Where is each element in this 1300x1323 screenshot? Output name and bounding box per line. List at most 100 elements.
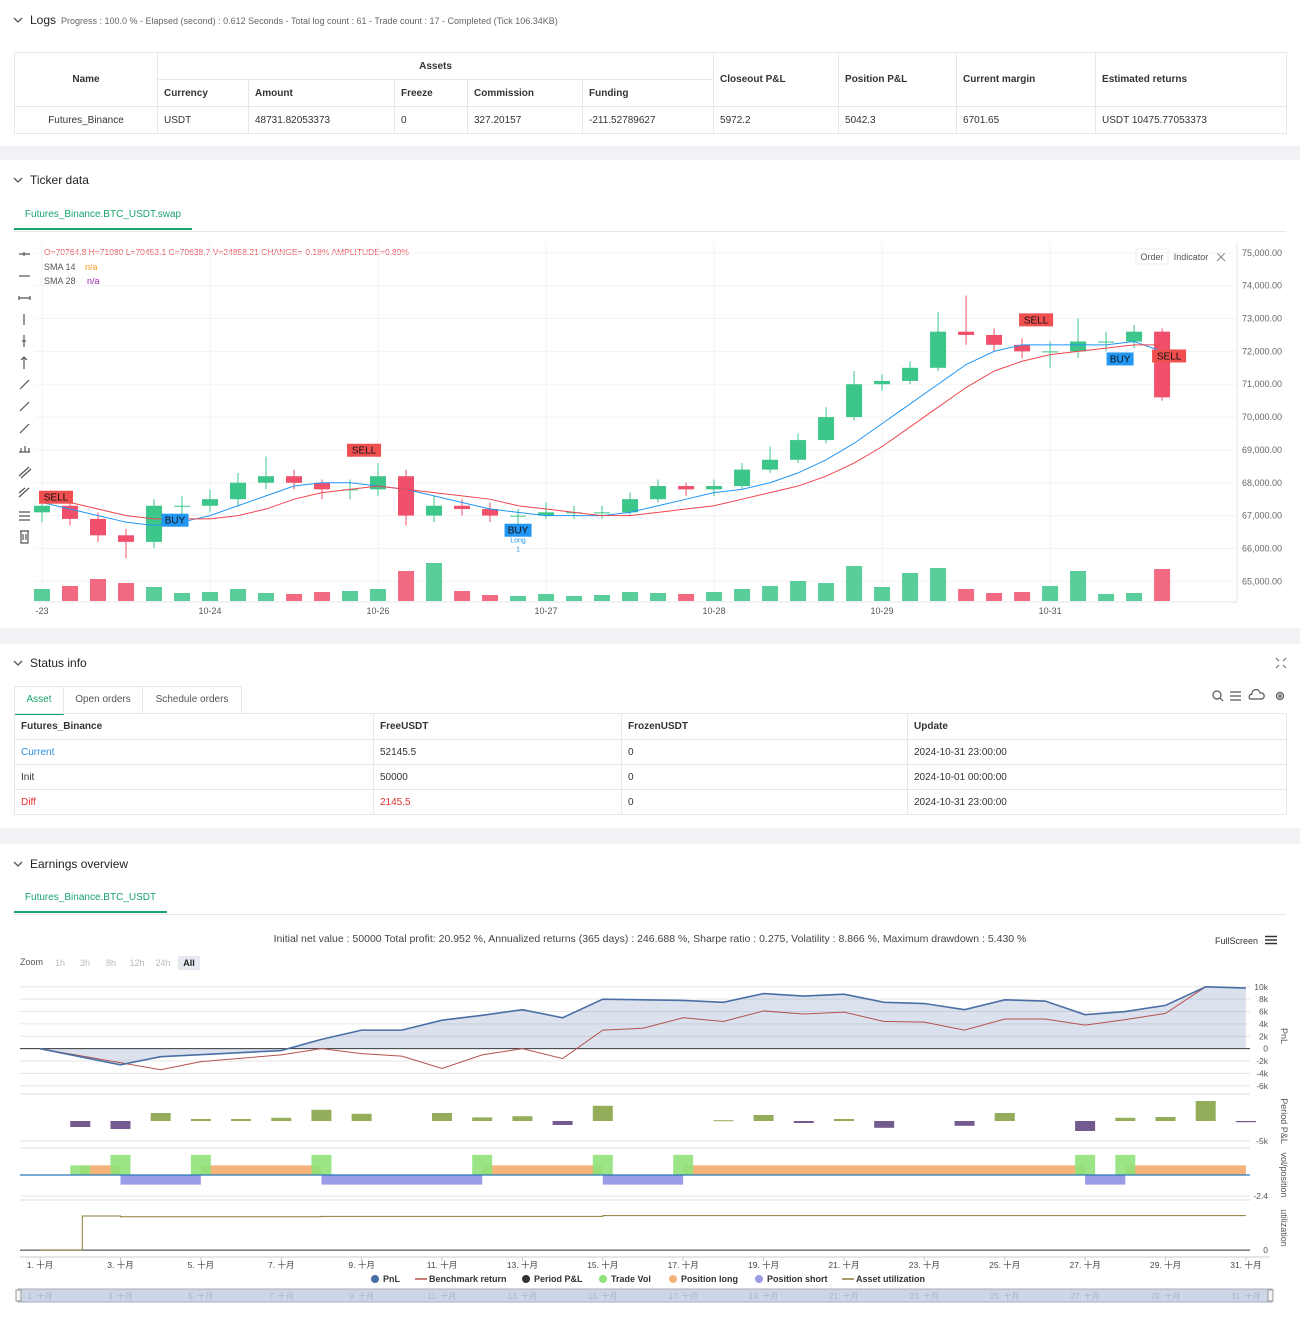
- candle-body: [90, 518, 107, 536]
- volume-bar: [1042, 586, 1059, 601]
- signal-label: SELL: [352, 446, 377, 457]
- candle-body: [1014, 344, 1031, 352]
- candle-body: [258, 476, 275, 483]
- cell: Diff: [14, 789, 374, 815]
- cell: Current: [14, 739, 374, 765]
- candle-body: [874, 380, 891, 385]
- cell: 2145.5: [373, 789, 622, 815]
- column-header: Funding: [581, 79, 715, 107]
- navigator-label: 3. 十月: [108, 1291, 133, 1301]
- cell: 5042.3: [838, 106, 958, 134]
- x-tick-label: 10-24: [198, 606, 221, 616]
- collapse-icon[interactable]: [13, 176, 23, 184]
- column-header: Amount: [248, 79, 395, 107]
- legend-swatch: [669, 1275, 677, 1283]
- legend-label: Period P&L: [534, 1274, 583, 1284]
- annotation: 1: [516, 546, 520, 553]
- order-button[interactable]: Order: [1140, 252, 1163, 262]
- section-title: Status info: [30, 656, 87, 670]
- zoom-button[interactable]: 1h: [54, 958, 65, 968]
- table-row: Init 50000 0 2024-10-01 00:00:00: [14, 764, 1287, 790]
- annotation: Long: [510, 537, 526, 544]
- period-bar: [1155, 1117, 1176, 1121]
- navigator-handle[interactable]: [15, 1289, 22, 1302]
- y-tick-label: 75,000.00: [1242, 248, 1282, 258]
- ticker-chart: O=70764.8 H=71080 L=70453.1 C=70638.7 V=…: [18, 242, 1282, 616]
- candle-body: [958, 331, 975, 335]
- tab[interactable]: Open orders: [63, 686, 143, 713]
- column-header: Assets: [156, 52, 715, 80]
- period-bar: [70, 1121, 91, 1127]
- volume-bar: [930, 568, 947, 601]
- period-bar: [432, 1113, 453, 1121]
- section-title: Earnings overview: [30, 857, 129, 871]
- separator: [0, 146, 1300, 160]
- zoom-button[interactable]: All: [178, 956, 200, 970]
- tab[interactable]: Asset: [14, 686, 64, 715]
- table-tools[interactable]: [1210, 689, 1286, 703]
- volume-bar: [1098, 594, 1115, 601]
- axis-label: vol/position: [1279, 1152, 1289, 1197]
- column-header: FreeUSDT: [373, 713, 622, 740]
- navigator-label: 25. 十月: [990, 1291, 1019, 1301]
- expand-icon[interactable]: [1275, 657, 1287, 669]
- period-bar: [874, 1121, 895, 1128]
- zoom-button[interactable]: 24h: [155, 958, 171, 968]
- tab[interactable]: Futures_Binance.BTC_USDT: [14, 885, 167, 913]
- column-header: Update: [907, 713, 1287, 740]
- candle-body: [1042, 351, 1059, 353]
- status-table: Futures_Binance FreeUSDT FrozenUSDT Update C…: [14, 713, 1287, 815]
- navigator-handle[interactable]: [1267, 1289, 1274, 1302]
- collapse-icon[interactable]: [13, 16, 23, 24]
- cell: Futures_Binance: [14, 106, 158, 134]
- period-bar: [150, 1113, 171, 1121]
- zoom-label: Zoom: [20, 957, 44, 967]
- fullscreen-button[interactable]: FullScreen: [1215, 936, 1259, 946]
- x-tick-label: 10-26: [367, 606, 390, 616]
- sma-line: [41, 344, 1163, 520]
- volume-bar: [118, 583, 135, 601]
- cell: 0: [621, 789, 908, 815]
- signal-box: [504, 523, 532, 537]
- volume-bar: [146, 587, 163, 601]
- collapse-icon[interactable]: [13, 860, 23, 868]
- y-tick-label: 6k: [1259, 1007, 1269, 1017]
- period-bar: [994, 1113, 1015, 1121]
- menu-icon[interactable]: [1265, 935, 1277, 945]
- volume-bar: [986, 593, 1003, 601]
- volume-bar: [566, 596, 583, 601]
- volume-bar: [594, 595, 611, 601]
- zoom-button[interactable]: 8h: [105, 958, 116, 968]
- logs-table: Name Assets Closeout P&L Position P&L Curren…: [14, 52, 1288, 134]
- signal-label: SELL: [1024, 315, 1049, 326]
- zoom-button[interactable]: 12h: [129, 958, 145, 968]
- signal-label: SELL: [44, 493, 69, 504]
- indicator-button[interactable]: Indicator: [1174, 252, 1209, 262]
- position-short-bar: [321, 1175, 483, 1185]
- volume-bar: [902, 573, 919, 601]
- cell: Init: [14, 764, 374, 790]
- volume-bar: [258, 593, 275, 601]
- trade-vol-bar: [1075, 1154, 1096, 1176]
- pnl-line: [39, 986, 1246, 1066]
- period-bar: [1075, 1121, 1096, 1131]
- table-row: Futures_Binance USDT 48731.82053373 0 327.20…: [14, 106, 1288, 134]
- x-tick-label: 17. 十月: [668, 1260, 699, 1270]
- header-row: Name Assets Closeout P&L Position P&L Curren…: [14, 52, 1288, 107]
- period-bar: [271, 1117, 292, 1121]
- volume-bar: [958, 589, 975, 601]
- x-tick-label: 9. 十月: [348, 1260, 374, 1270]
- collapse-icon[interactable]: [13, 659, 23, 667]
- y-tick-label: 70,000.00: [1242, 412, 1282, 422]
- tab[interactable]: Futures_Binance.BTC_USDT.swap: [14, 202, 192, 230]
- cell: -211.52789627: [581, 106, 715, 134]
- signal-label: BUY: [508, 526, 529, 537]
- trade-vol-bar: [190, 1154, 211, 1176]
- divider: [14, 231, 1286, 232]
- tab[interactable]: Schedule orders: [142, 686, 242, 713]
- navigator-label: 23. 十月: [910, 1291, 939, 1301]
- close-icon[interactable]: [1216, 252, 1226, 262]
- candle-body: [1126, 331, 1143, 342]
- candle-body: [202, 499, 219, 506]
- zoom-button[interactable]: 3h: [79, 958, 90, 968]
